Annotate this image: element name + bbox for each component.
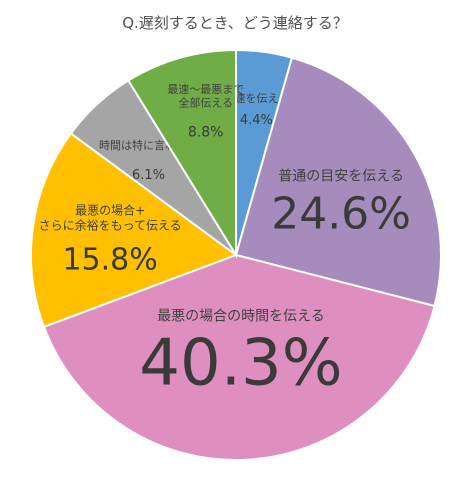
pie-slice bbox=[30, 132, 239, 329]
slice-label: 最悪の場合の時間を伝える bbox=[157, 308, 325, 324]
slice-label: 最悪の場合+さらに余裕をもって伝える bbox=[39, 202, 182, 232]
slice-value-label: 24.6% bbox=[271, 189, 411, 240]
slice-value-label: 8.8% bbox=[188, 125, 224, 141]
chart-title: Q.遅刻するとき、どう連絡する？ bbox=[122, 14, 348, 32]
slice-label: 最速〜最悪まで全部伝える bbox=[167, 83, 244, 110]
slice-label: 普通の目安を伝える bbox=[278, 169, 404, 185]
slice-value-label: 4.4% bbox=[240, 113, 273, 128]
slice-value-label: 40.3% bbox=[139, 326, 342, 400]
slice-value-label: 6.1% bbox=[132, 168, 165, 183]
pie-slice bbox=[126, 48, 237, 259]
pie-slice bbox=[234, 56, 442, 308]
slice-value-label: 15.8% bbox=[62, 242, 157, 277]
pie-slice bbox=[42, 253, 436, 461]
slice-label: 最速を伝える bbox=[224, 92, 290, 105]
